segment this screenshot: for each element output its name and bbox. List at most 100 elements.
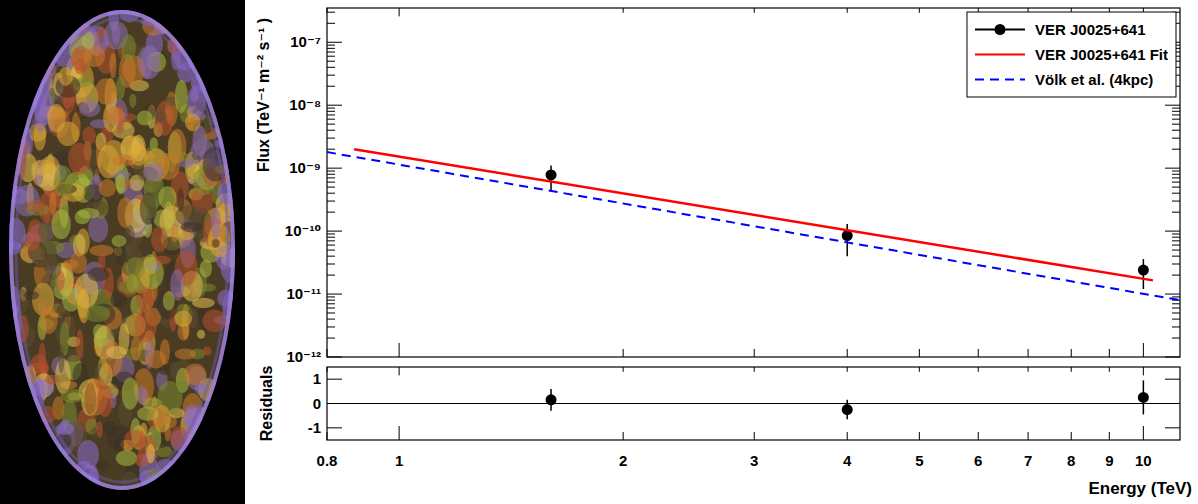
y-minor-tick: [1172, 182, 1180, 183]
remnant-blob: [77, 208, 99, 219]
y-minor-tick: [327, 237, 335, 238]
y-minor-tick: [1172, 187, 1180, 188]
y-minor-tick: [327, 201, 335, 202]
x-tick: [623, 367, 624, 372]
remnant-base: [9, 10, 235, 490]
y-minor-tick: [327, 12, 335, 13]
x-tick: [847, 367, 848, 372]
x-tick: [399, 426, 400, 440]
remnant-blob: [99, 179, 116, 197]
remnant-blob: [58, 345, 64, 374]
remnant-blob: [203, 346, 212, 355]
x-tick: [327, 367, 328, 372]
y-tick-label: 10⁻⁸: [289, 96, 321, 113]
remnant-blob: [124, 429, 146, 447]
y-minor-tick: [327, 48, 335, 49]
remnant-blob: [79, 101, 100, 117]
y-minor-tick: [1172, 114, 1180, 115]
x-tick: [327, 432, 328, 440]
remnant-blob: [49, 192, 56, 215]
y-minor-tick: [1172, 193, 1180, 194]
y-minor-tick: [327, 61, 335, 62]
x-tick-label: 4: [843, 452, 852, 469]
y-minor-tick: [327, 108, 335, 109]
remnant-blob: [129, 93, 136, 107]
legend-swatch: [975, 54, 1025, 56]
y-minor-tick: [1172, 312, 1180, 313]
remnant-rim: [11, 12, 233, 488]
remnant-blob: [200, 259, 212, 277]
panel: 10⁻¹²10⁻¹¹10⁻¹⁰10⁻⁹10⁻⁸10⁻⁷Flux (TeV⁻¹ m…: [255, 8, 1180, 365]
remnant-blob: [197, 330, 205, 339]
remnant-blob: [190, 90, 199, 102]
remnant-blob: [144, 254, 157, 275]
x-tick: [847, 432, 848, 440]
x-tick: [1028, 349, 1029, 357]
remnant-blob: [106, 346, 127, 359]
remnant-blob: [88, 267, 110, 281]
y-minor-tick: [327, 86, 335, 87]
remnant-blob: [77, 290, 88, 319]
remnant-blob: [137, 386, 147, 405]
remnant-blob: [212, 239, 219, 248]
remnant-blob: [84, 305, 110, 322]
y-minor-tick: [327, 245, 335, 246]
plot-frame: [327, 8, 1180, 357]
y-minor-tick: [1172, 237, 1180, 238]
remnant-blob: [114, 437, 124, 452]
y-minor-tick: [1172, 250, 1180, 251]
remnant-blob: [131, 337, 142, 361]
y-minor-tick: [1172, 201, 1180, 202]
remnant-blob: [61, 389, 85, 403]
remnant-blob: [141, 48, 153, 79]
y-minor-tick: [327, 338, 335, 339]
legend-swatch: [975, 79, 1025, 81]
y-tick: [327, 379, 342, 380]
remnant-blob: [97, 27, 105, 39]
x-tick-label: 3: [750, 452, 758, 469]
remnant-blob: [188, 118, 195, 130]
y-minor-tick: [327, 75, 335, 76]
y-minor-tick: [327, 138, 335, 139]
y-minor-tick: [327, 312, 335, 313]
y-minor-tick: [1172, 119, 1180, 120]
remnant-blob: [96, 421, 103, 438]
remnant-blob: [135, 454, 148, 467]
y-minor-tick: [1172, 319, 1180, 320]
remnant-rim: [16, 18, 228, 482]
x-tick: [978, 367, 979, 372]
figure: 10⁻¹²10⁻¹¹10⁻¹⁰10⁻⁹10⁻⁸10⁻⁷Flux (TeV⁻¹ m…: [0, 0, 1198, 504]
remnant-blob: [154, 111, 167, 122]
remnant-blob: [116, 173, 126, 194]
y-tick-label: 0: [313, 395, 321, 412]
y-minor-tick: [1172, 108, 1180, 109]
y-minor-tick: [327, 264, 335, 265]
y-axis-title: Flux (TeV⁻¹ m⁻² s⁻¹ ): [255, 18, 272, 172]
y-minor-tick: [1172, 124, 1180, 125]
remnant-blob: [175, 349, 197, 360]
zero-line: [327, 403, 1180, 404]
remnant-blob: [44, 256, 61, 279]
x-tick-label: 5: [915, 452, 923, 469]
y-minor-tick: [327, 256, 335, 257]
remnant-blob: [201, 284, 216, 292]
y-tick: [327, 357, 342, 358]
y-minor-tick: [327, 171, 335, 172]
y-minor-tick: [1172, 149, 1180, 150]
y-tick: [327, 294, 342, 295]
y-minor-tick: [327, 308, 335, 309]
legend-marker: [994, 24, 1005, 35]
x-tick: [1028, 432, 1029, 440]
x-tick: [1071, 367, 1072, 372]
y-minor-tick: [327, 275, 335, 276]
data-point: [1138, 265, 1149, 276]
remnant-blob: [112, 235, 127, 247]
series-line: [327, 152, 1180, 300]
y-minor-tick: [1172, 326, 1180, 327]
remnant-blob: [70, 252, 88, 273]
remnant-blob: [59, 196, 68, 229]
remnant-blob: [154, 405, 171, 432]
remnant-blob: [116, 450, 138, 466]
remnant-blob: [184, 364, 207, 386]
y-minor-tick: [327, 56, 335, 57]
